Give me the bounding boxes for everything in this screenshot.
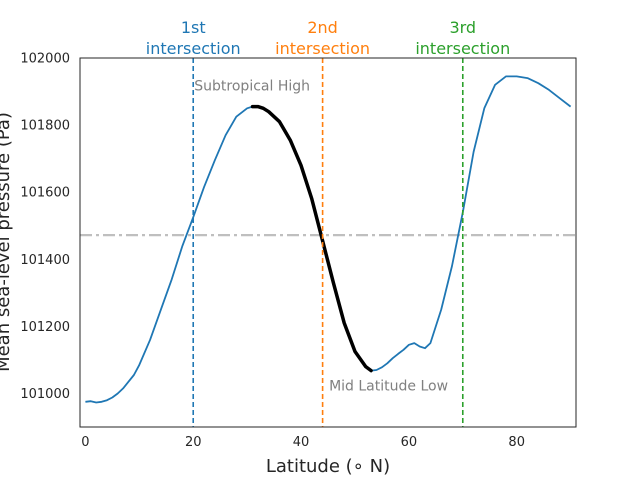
intersection-label-2-ordinal: 2nd [307, 18, 337, 37]
y-tick-label: 102000 [20, 52, 70, 67]
plot-content: Subtropical High Mid Latitude Low [80, 58, 576, 427]
x-tick-label: 40 [293, 435, 310, 450]
intersection-label-3-word: intersection [415, 39, 510, 58]
x-tick-label: 80 [508, 435, 525, 450]
plot-frame [79, 57, 577, 428]
y-tick-label: 101800 [20, 119, 70, 134]
plot-area: Subtropical High Mid Latitude Low [80, 58, 576, 427]
x-tick-label: 20 [185, 435, 202, 450]
y-tick-label: 101600 [20, 186, 70, 201]
y-tick-label: 101000 [20, 387, 70, 402]
highlighted-segment [250, 104, 373, 373]
x-tick-label: 0 [81, 435, 89, 450]
y-tick-label: 101400 [20, 253, 70, 268]
x-axis-label: Latitude (∘ N) [266, 456, 390, 477]
y-tick-label: 101200 [20, 320, 70, 335]
axes: 1st intersection 2nd intersection 3rd interse… [20, 18, 577, 450]
intersection-label-3-ordinal: 3rd [449, 18, 476, 37]
annotation-2: Mid Latitude Low [329, 379, 448, 395]
intersection-label-1-ordinal: 1st [181, 18, 206, 37]
x-tick-label: 60 [401, 435, 418, 450]
annotation-1: Subtropical High [194, 79, 310, 95]
intersection-label-2-word: intersection [275, 39, 370, 58]
pressure-curve [85, 75, 572, 404]
intersection-label-1-word: intersection [146, 39, 241, 58]
y-axis-label: Mean sea-level pressure (Pa) [0, 112, 14, 372]
